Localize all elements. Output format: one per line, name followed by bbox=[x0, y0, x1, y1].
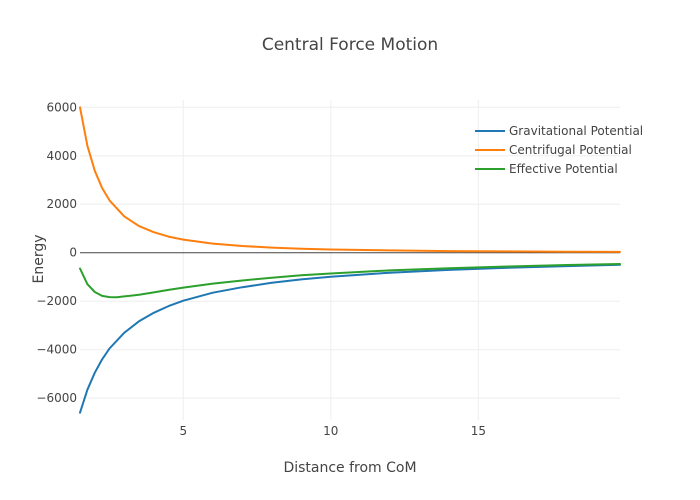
y-tick-label: 0 bbox=[69, 246, 77, 260]
grid-layer bbox=[80, 100, 620, 420]
legend-item-gravitational-potential[interactable]: Gravitational Potential bbox=[475, 124, 643, 138]
y-tick-label: 4000 bbox=[46, 149, 77, 163]
y-axis-label: Energy bbox=[31, 234, 47, 283]
chart-title: Central Force Motion bbox=[262, 35, 438, 55]
legend-label: Centrifugal Potential bbox=[509, 143, 632, 157]
y-tick-label: −2000 bbox=[36, 294, 77, 308]
legend-item-effective-potential[interactable]: Effective Potential bbox=[475, 162, 618, 176]
series-line-gravitational-potential bbox=[79, 263, 621, 414]
series-line-effective-potential bbox=[79, 263, 621, 299]
x-tick-label: 15 bbox=[471, 424, 486, 438]
y-tick-label: −6000 bbox=[36, 391, 77, 405]
y-tick-label: 6000 bbox=[46, 100, 77, 114]
y-tick-label: −4000 bbox=[36, 343, 77, 357]
legend-label: Gravitational Potential bbox=[509, 124, 643, 138]
series-line-centrifugal-potential bbox=[79, 106, 621, 253]
y-tick-label: 2000 bbox=[46, 197, 77, 211]
x-tick-label: 10 bbox=[323, 424, 338, 438]
series-layer bbox=[79, 106, 621, 414]
x-axis-label: Distance from CoM bbox=[283, 460, 416, 476]
legend[interactable]: Gravitational Potential Centrifugal Poten… bbox=[475, 124, 643, 176]
x-tick-label: 5 bbox=[179, 424, 187, 438]
legend-item-centrifugal-potential[interactable]: Centrifugal Potential bbox=[475, 143, 632, 157]
x-tick-layer: 5 10 15 bbox=[179, 424, 486, 438]
y-tick-layer: −6000 −4000 −2000 0 2000 4000 6000 bbox=[36, 100, 77, 405]
legend-label: Effective Potential bbox=[509, 162, 618, 176]
